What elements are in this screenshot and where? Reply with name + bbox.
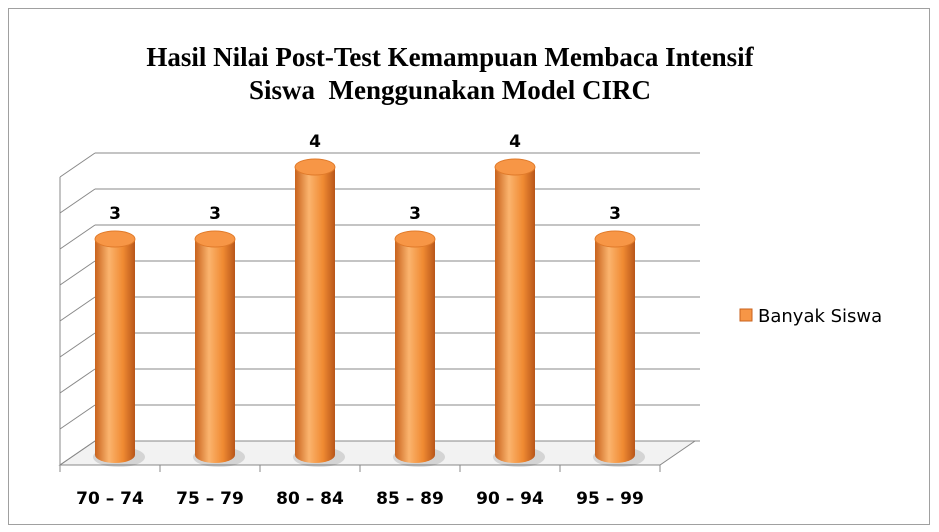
data-label: 3 xyxy=(109,204,121,224)
bar xyxy=(593,230,645,467)
chart-frame xyxy=(8,8,930,525)
bar xyxy=(393,230,445,467)
x-tick-label: 80 – 84 xyxy=(276,489,344,509)
grid-side xyxy=(59,224,96,250)
data-label: 3 xyxy=(209,204,221,224)
data-label: 3 xyxy=(609,204,621,224)
bar-bottom xyxy=(195,447,235,463)
bar-top xyxy=(194,230,236,248)
bar-top xyxy=(294,158,336,176)
bar xyxy=(293,158,345,467)
data-label: 3 xyxy=(409,204,421,224)
grid-side xyxy=(59,296,96,322)
grid-side xyxy=(59,188,96,214)
grid-side xyxy=(59,440,96,466)
bar-bottom xyxy=(95,447,135,463)
bar xyxy=(493,158,545,467)
x-tick-label: 85 – 89 xyxy=(376,489,444,509)
x-tick-label: 95 – 99 xyxy=(576,489,644,509)
bar-top xyxy=(494,158,536,176)
grid-side xyxy=(59,404,96,430)
x-tick-label: 90 – 94 xyxy=(476,489,544,509)
legend-swatch xyxy=(739,308,753,322)
bar-top xyxy=(94,230,136,248)
chart-title: Hasil Nilai Post-Test Kemampuan Membaca … xyxy=(146,42,754,72)
data-label: 4 xyxy=(509,132,521,152)
bar-body xyxy=(295,167,335,455)
bar-body xyxy=(95,239,135,455)
grid-side xyxy=(59,260,96,286)
bar-body xyxy=(595,239,635,455)
bar-bottom xyxy=(295,447,335,463)
bar-top xyxy=(594,230,636,248)
x-tick-label: 70 – 74 xyxy=(76,489,144,509)
grid-line xyxy=(59,224,700,250)
bar xyxy=(93,230,145,467)
legend-label: Banyak Siswa xyxy=(758,306,882,327)
bar-body xyxy=(195,239,235,455)
x-tick-label: 75 – 79 xyxy=(176,489,244,509)
bar-bottom xyxy=(395,447,435,463)
bar-body xyxy=(495,167,535,455)
grid-side xyxy=(59,152,96,178)
chart-title: Siswa Menggunakan Model CIRC xyxy=(249,75,651,105)
grid-line xyxy=(59,188,700,214)
bar-top xyxy=(394,230,436,248)
bar-bottom xyxy=(595,447,635,463)
grid-line xyxy=(59,152,700,178)
data-label: 4 xyxy=(309,132,321,152)
bar-bottom xyxy=(495,447,535,463)
bar-body xyxy=(395,239,435,455)
grid-side xyxy=(59,332,96,358)
bar xyxy=(193,230,245,467)
grid-side xyxy=(59,368,96,394)
